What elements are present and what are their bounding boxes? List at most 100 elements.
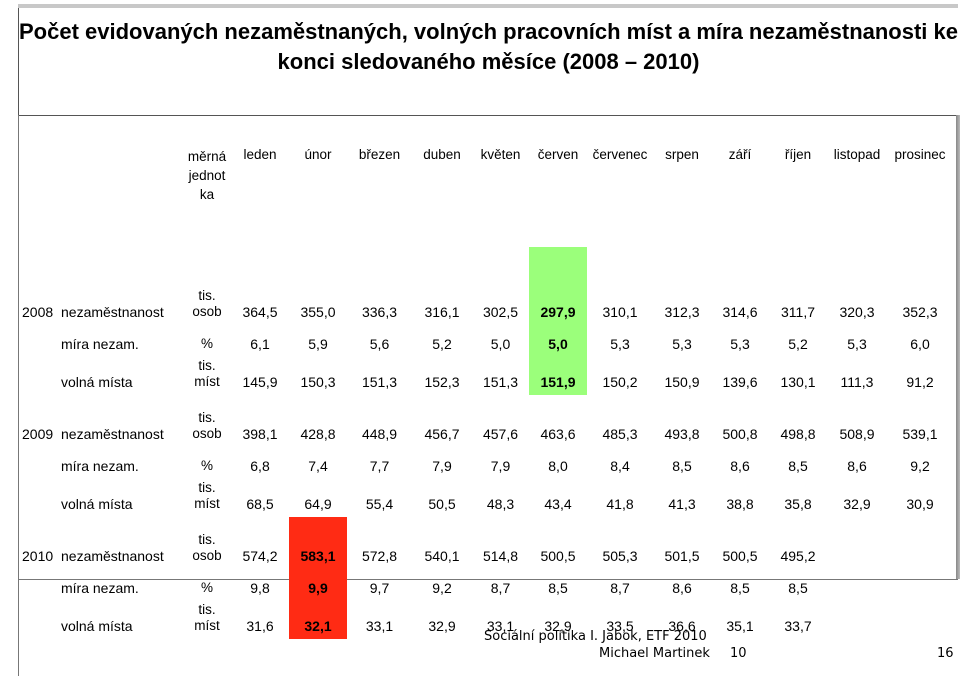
value-cell: 6,1 — [250, 336, 270, 352]
value-cell: 495,2 — [780, 548, 816, 564]
value-cell: 428,8 — [300, 426, 336, 442]
month-header: červenec — [592, 147, 648, 162]
value-cell: 7,7 — [369, 458, 390, 474]
year-cell — [19, 325, 61, 357]
month-header: únor — [304, 147, 332, 162]
value-cell: 9,7 — [369, 580, 390, 596]
indicator-label: míra nezam. — [61, 336, 139, 352]
slide-footer: Sociální politika I. Jabok, ETF 2010 Mic… — [18, 580, 960, 676]
value-cell: 448,9 — [361, 426, 398, 442]
unit-header: měrná jednot ka — [187, 149, 227, 202]
footer-number: 10 — [730, 646, 747, 661]
indicator-label: volná místa — [61, 496, 133, 512]
value-cell: 152,3 — [424, 374, 460, 390]
value-cell: 5,0 — [529, 325, 587, 357]
value-cell: 364,5 — [242, 304, 278, 320]
value-cell: 572,8 — [361, 548, 398, 564]
value-cell: 498,8 — [780, 426, 816, 442]
table-body: 2008 nezaměstnanost tis. osob 364,5 355,0 336,… — [19, 247, 953, 639]
value-cell: 35,1 — [726, 618, 754, 634]
value-cell: 5,9 — [308, 336, 328, 352]
value-cell: 111,3 — [840, 374, 874, 390]
value-cell: 514,8 — [482, 548, 519, 564]
value-cell: 150,3 — [300, 374, 336, 390]
table-row: míra nezam.% 9,8 9,9 9,7 9,2 8,7 8,5 8,7 8,6 8,5 8… — [19, 569, 953, 601]
value-cell: 33,1 — [365, 618, 394, 634]
month-header: srpen — [665, 147, 699, 162]
value-cell: 8,4 — [610, 458, 630, 474]
year-cell: 2008 — [22, 304, 54, 320]
value-cell — [887, 517, 953, 569]
unit-cell: tis. míst — [194, 602, 220, 633]
value-cell: 150,9 — [664, 374, 700, 390]
value-cell: 145,9 — [242, 374, 278, 390]
value-cell: 297,9 — [529, 247, 587, 325]
month-header: duben — [423, 147, 461, 162]
value-cell: 574,2 — [242, 548, 278, 564]
value-cell: 9,9 — [289, 569, 347, 601]
value-cell: 139,6 — [722, 374, 758, 390]
value-cell: 8,6 — [672, 580, 692, 596]
value-cell: 33,1 — [486, 618, 515, 634]
unit-cell: % — [200, 458, 213, 473]
value-cell: 320,3 — [839, 304, 875, 320]
value-cell: 5,3 — [610, 336, 630, 352]
value-cell: 130,1 — [780, 374, 816, 390]
value-cell: 38,8 — [726, 496, 754, 512]
indicator-label: nezaměstnanost — [61, 304, 164, 320]
month-header: listopad — [833, 147, 881, 162]
header-row: měrná jednot ka leden únor březen duben kv… — [19, 115, 953, 247]
month-header: prosinec — [894, 147, 946, 162]
table-row: volná místa tis. míst 31,6 32,1 33,1 32,9 33,1 3… — [19, 601, 953, 639]
value-cell: 50,5 — [428, 496, 456, 512]
value-cell: 500,5 — [540, 548, 576, 564]
value-cell: 5,2 — [432, 336, 452, 352]
value-cell: 31,6 — [246, 618, 274, 634]
value-cell: 150,2 — [602, 374, 638, 390]
year-cell — [19, 479, 61, 517]
value-cell: 8,5 — [788, 458, 808, 474]
value-cell: 583,1 — [289, 517, 347, 569]
month-header: březen — [358, 147, 401, 162]
value-cell: 7,9 — [490, 458, 511, 474]
header-empty-year — [19, 115, 61, 247]
unit-cell: % — [200, 580, 213, 595]
table-row: 2009 nezaměstnanost tis. osob 398,1 428,8 448,… — [19, 395, 953, 447]
unit-cell: tis. osob — [192, 410, 222, 441]
footer-course: Sociální politika I. Jabok, ETF 2010 — [484, 629, 707, 644]
value-cell: 8,5 — [788, 580, 808, 596]
value-cell: 5,3 — [672, 336, 692, 352]
month-header: červen — [537, 147, 579, 162]
value-cell: 151,3 — [361, 374, 398, 390]
value-cell: 68,5 — [246, 496, 274, 512]
value-cell: 33,7 — [784, 618, 812, 634]
indicator-label: volná místa — [61, 618, 133, 634]
value-cell: 311,7 — [781, 304, 815, 320]
year-cell: 2010 — [22, 548, 54, 564]
value-cell: 463,6 — [540, 426, 576, 442]
unit-cell: tis. osob — [192, 532, 222, 563]
indicator-label: nezaměstnanost — [61, 426, 164, 442]
value-cell: 41,3 — [668, 496, 696, 512]
value-cell: 32,9 — [428, 618, 456, 634]
unit-cell: tis. osob — [192, 288, 222, 319]
value-cell: 91,2 — [906, 374, 934, 390]
value-cell: 9,8 — [250, 580, 270, 596]
unit-cell: tis. míst — [194, 358, 220, 389]
year-cell — [19, 447, 61, 479]
value-cell: 508,9 — [839, 426, 875, 442]
value-cell: 33,5 — [606, 618, 634, 634]
table-row: míra nezam.% 6,8 7,4 7,7 7,9 7,9 8,0 8,4 8,5 8,6 8… — [19, 447, 953, 479]
value-cell: 500,5 — [722, 548, 758, 564]
value-cell: 151,9 — [529, 357, 587, 395]
value-cell: 5,2 — [788, 336, 808, 352]
indicator-label: míra nezam. — [61, 458, 139, 474]
value-cell: 355,0 — [300, 304, 336, 320]
table-row: 2010 nezaměstnanost tis. osob 574,2 583,1 572,… — [19, 517, 953, 569]
value-cell: 8,5 — [548, 580, 568, 596]
value-cell: 6,8 — [250, 458, 270, 474]
value-cell: 302,5 — [482, 304, 519, 320]
month-header: říjen — [784, 147, 812, 162]
table-row: 2008 nezaměstnanost tis. osob 364,5 355,0 336,… — [19, 247, 953, 325]
value-cell: 7,4 — [308, 458, 328, 474]
